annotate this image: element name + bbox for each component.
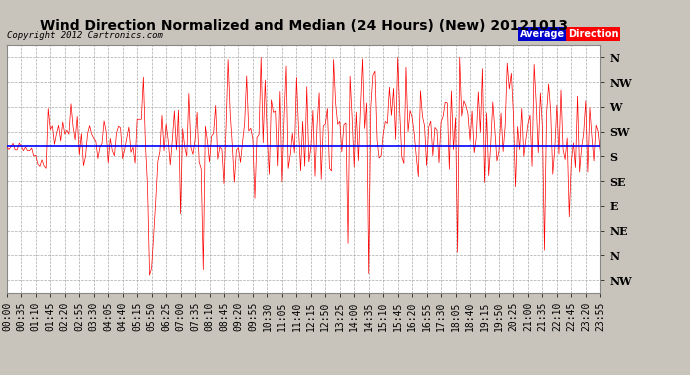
Text: Copyright 2012 Cartronics.com: Copyright 2012 Cartronics.com <box>7 31 163 40</box>
Text: Wind Direction Normalized and Median (24 Hours) (New) 20121013: Wind Direction Normalized and Median (24… <box>39 19 568 33</box>
Text: Average: Average <box>520 29 565 39</box>
Text: Direction: Direction <box>568 29 618 39</box>
